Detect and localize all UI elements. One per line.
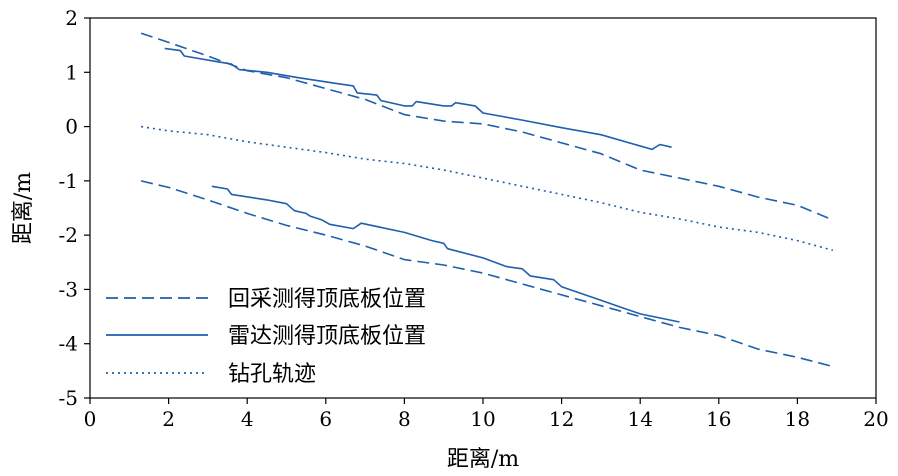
y-tick-label: 0 [65,115,78,139]
legend-label-dotted: 钻孔轨迹 [228,362,316,387]
x-tick-label: 18 [785,407,810,431]
legend-label-dashed: 回采测得顶底板位置 [228,287,426,312]
x-tick-label: 16 [706,407,731,431]
series-line-dashed-bottom [140,180,834,368]
y-axis-label: 距离/m [11,172,36,244]
x-tick-label: 6 [319,407,332,431]
y-tick-label: -1 [59,169,78,193]
x-tick-label: 0 [84,407,97,431]
x-tick-label: 8 [398,407,411,431]
x-tick-label: 10 [470,407,495,431]
y-tick-label: 2 [65,6,78,30]
x-axis-label: 距离/m [447,447,519,472]
x-tick-label: 12 [549,407,574,431]
legend: 回采测得顶底板位置 雷达测得顶底板位置 钻孔轨迹 [106,287,426,387]
y-tick-label: -2 [59,223,78,247]
series-line-solid-top [164,47,672,151]
y-tick-label: -3 [59,277,78,301]
series-line-solid-bottom [211,185,680,323]
x-tick-label: 14 [627,407,652,431]
y-tick-label: 1 [65,60,78,84]
x-tick-label: 4 [241,407,254,431]
legend-label-solid: 雷达测得顶底板位置 [228,324,426,349]
y-tick-label: -5 [59,386,78,410]
x-tick-label: 20 [863,407,888,431]
series-layer [140,32,834,368]
x-tick-label: 2 [162,407,175,431]
y-tick-label: -4 [59,332,78,356]
